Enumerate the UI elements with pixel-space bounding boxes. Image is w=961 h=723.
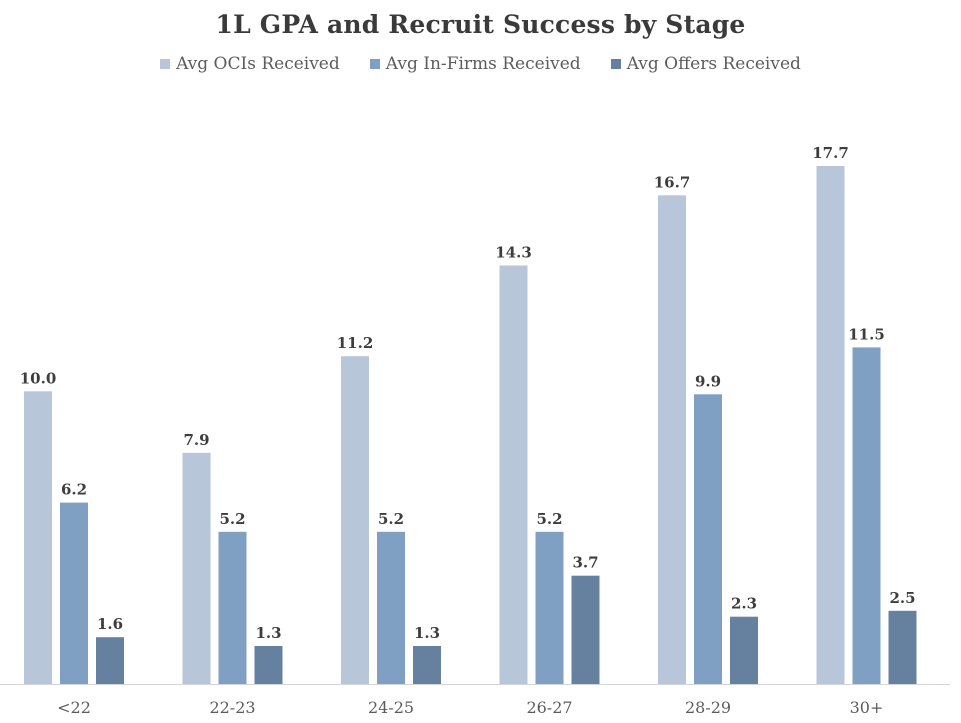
bar-0-2 (341, 356, 369, 684)
bar-1-3 (535, 531, 564, 684)
data-label-1-4: 9.9 (695, 372, 721, 390)
data-label-0-0: 10.0 (20, 369, 57, 387)
bar-2-0 (96, 637, 124, 684)
legend-swatch-in-firms (369, 59, 380, 69)
data-label-1-2: 5.2 (378, 510, 404, 528)
x-tick-label-5: 30+ (850, 698, 884, 717)
data-label-0-5: 17.7 (812, 144, 849, 162)
data-label-0-4: 16.7 (654, 173, 691, 191)
bar-1-0 (60, 502, 88, 684)
legend-swatch-offers (610, 59, 621, 69)
bar-0-0 (24, 391, 52, 684)
bar-2-1 (254, 646, 283, 684)
data-label-2-1: 1.3 (255, 624, 281, 642)
bar-2-5 (888, 610, 917, 684)
bar-0-4 (658, 195, 686, 685)
data-label-1-3: 5.2 (536, 510, 562, 528)
data-label-0-1: 7.9 (183, 431, 209, 449)
legend-label-in-firms: Avg In-Firms Received (385, 54, 581, 74)
bar-0-5 (816, 166, 845, 684)
data-label-2-4: 2.3 (731, 595, 757, 613)
plot-area: 10.0 6.2 1.6 <22 7.9 5.2 1.3 22-23 11.2 5.2 1.3 24-… (0, 144, 950, 717)
data-label-1-5: 11.5 (848, 325, 885, 343)
legend-item-offers: Avg Offers Received (610, 54, 801, 74)
data-label-2-3: 3.7 (572, 554, 598, 572)
bar-0-1 (182, 452, 211, 684)
x-tick-label-3: 26-27 (526, 698, 572, 717)
chart-legend: Avg OCIs Received Avg In-Firms Received … (0, 54, 961, 74)
bar-1-5 (852, 347, 881, 684)
x-tick-label-0: <22 (57, 698, 91, 717)
bar-2-3 (571, 575, 600, 684)
legend-label-offers: Avg Offers Received (626, 54, 801, 74)
data-label-2-0: 1.6 (97, 615, 123, 633)
data-label-0-2: 11.2 (337, 334, 374, 352)
data-label-2-2: 1.3 (414, 624, 440, 642)
bar-1-4 (694, 394, 722, 684)
x-tick-label-2: 24-25 (368, 698, 414, 717)
data-label-1-0: 6.2 (61, 481, 87, 499)
data-label-1-1: 5.2 (219, 510, 245, 528)
chart-title: 1L GPA and Recruit Success by Stage (215, 10, 746, 39)
legend-swatch-ocis (160, 59, 171, 69)
data-label-2-5: 2.5 (889, 589, 915, 607)
legend-item-in-firms: Avg In-Firms Received (369, 54, 581, 74)
x-tick-label-4: 28-29 (685, 698, 731, 717)
legend-label-ocis: Avg OCIs Received (176, 54, 340, 74)
bar-2-2 (413, 646, 441, 684)
data-label-0-3: 14.3 (495, 244, 532, 262)
bar-0-3 (499, 265, 528, 684)
bar-1-2 (377, 531, 405, 684)
legend-item-ocis: Avg OCIs Received (160, 54, 340, 74)
bar-1-1 (218, 531, 247, 684)
x-tick-label-1: 22-23 (209, 698, 255, 717)
bar-2-4 (730, 616, 758, 684)
